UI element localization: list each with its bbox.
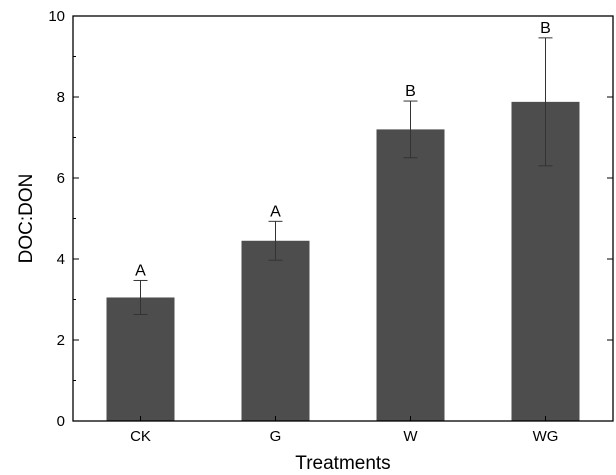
bar-g: [241, 240, 310, 421]
error-bar-ck: [133, 279, 148, 315]
y-tick-label: 4: [57, 251, 65, 268]
bar-w: [376, 129, 445, 421]
error-bar-g: [268, 220, 283, 261]
error-bar-wg: [538, 37, 553, 167]
x-axis-ticks: CK G W WG: [130, 416, 558, 445]
significance-label-ck: A: [135, 262, 146, 279]
x-tick-label-w: W: [403, 428, 418, 445]
x-tick-label-g: G: [270, 428, 282, 445]
y-axis-ticks: 0 2 4 6 8 10: [48, 8, 613, 430]
y-tick-label: 10: [48, 8, 65, 25]
bar-ck: [106, 297, 175, 421]
x-tick-label-wg: WG: [533, 428, 559, 445]
significance-labels-layer: A A B B: [135, 20, 551, 280]
error-bars-layer: [133, 37, 553, 315]
x-tick-label-ck: CK: [130, 428, 151, 445]
x-axis-title: Treatments: [295, 453, 390, 474]
significance-label-g: A: [270, 203, 281, 220]
error-bar-w: [403, 100, 418, 159]
y-tick-label: 8: [57, 89, 65, 106]
significance-label-wg: B: [540, 20, 551, 37]
significance-label-w: B: [405, 83, 416, 100]
bars-layer: [106, 101, 580, 422]
y-tick-label: 0: [57, 413, 65, 430]
y-tick-label: 2: [57, 332, 65, 349]
y-axis-title: DOC:DON: [16, 174, 37, 264]
y-tick-label: 6: [57, 170, 65, 187]
